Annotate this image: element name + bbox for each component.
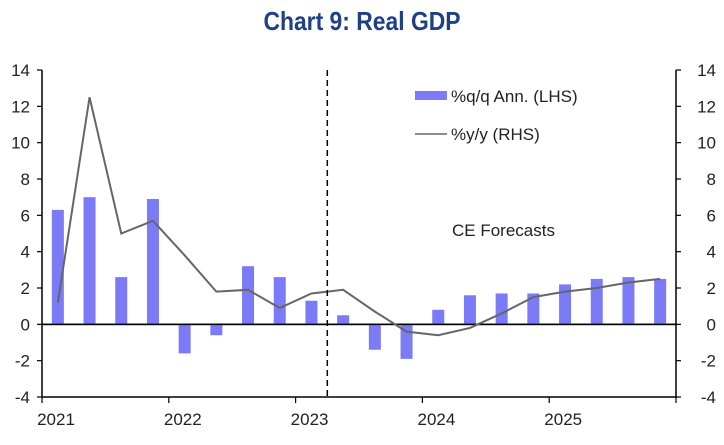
bar bbox=[527, 293, 540, 325]
bar bbox=[178, 324, 191, 354]
chart-title: Chart 9: Real GDP bbox=[263, 6, 461, 36]
bar bbox=[51, 209, 64, 325]
bar bbox=[432, 309, 445, 325]
annotations: CE Forecasts bbox=[326, 70, 555, 397]
y-left-tick-label: 10 bbox=[11, 134, 30, 153]
x-tick-label: 2021 bbox=[37, 410, 75, 429]
y-right-tick-label: 8 bbox=[707, 170, 716, 189]
y-left-tick-label: -4 bbox=[15, 388, 30, 407]
legend-label-yy: %y/y (RHS) bbox=[451, 125, 540, 144]
line-series bbox=[56, 97, 661, 337]
bar bbox=[590, 278, 603, 325]
bar bbox=[400, 324, 413, 359]
y-right-tick-label: 14 bbox=[697, 61, 716, 80]
bar bbox=[654, 278, 667, 325]
legend-bar-swatch bbox=[415, 91, 447, 100]
y-right-tick-label: 2 bbox=[707, 279, 716, 298]
bar bbox=[273, 277, 286, 325]
bar bbox=[559, 284, 572, 325]
bar bbox=[337, 315, 350, 325]
bar bbox=[242, 266, 255, 325]
x-tick-label: 2024 bbox=[417, 410, 455, 429]
x-tick-label: 2022 bbox=[164, 410, 202, 429]
bar bbox=[210, 324, 223, 336]
y-right-tick-label: 6 bbox=[707, 206, 716, 225]
y-left-tick-label: 12 bbox=[11, 97, 30, 116]
annotation-ce-forecasts: CE Forecasts bbox=[452, 221, 555, 240]
y-left-tick-label: 14 bbox=[11, 61, 30, 80]
bar-series bbox=[42, 197, 676, 359]
y-right-tick-label: -4 bbox=[701, 388, 716, 407]
y-left-tick-label: 6 bbox=[21, 206, 30, 225]
line-yoy bbox=[56, 97, 661, 337]
bar bbox=[463, 295, 476, 325]
bar bbox=[622, 277, 635, 325]
bar bbox=[146, 198, 159, 325]
y-right-tick-label: 0 bbox=[707, 315, 716, 334]
y-left-tick-label: 0 bbox=[21, 315, 30, 334]
y-right-tick-label: 12 bbox=[697, 97, 716, 116]
bar bbox=[305, 300, 318, 325]
x-tick-label: 2023 bbox=[291, 410, 329, 429]
y-right-tick-label: 4 bbox=[707, 243, 716, 262]
x-tick-label: 2025 bbox=[544, 410, 582, 429]
y-right-tick-label: 10 bbox=[697, 134, 716, 153]
legend: %q/q Ann. (LHS) %y/y (RHS) bbox=[415, 87, 578, 144]
bar bbox=[83, 197, 96, 325]
y-left-tick-label: -2 bbox=[15, 352, 30, 371]
axes: 14 12 10 8 6 4 2 0 -2 -4 14 12 10 8 6 4 2 0 -2 -4 2021 2022 20… bbox=[11, 61, 716, 429]
y-left-tick-label: 2 bbox=[21, 279, 30, 298]
y-left-tick-label: 4 bbox=[21, 243, 30, 262]
bar bbox=[495, 293, 508, 325]
bar bbox=[368, 324, 381, 350]
legend-label-qq: %q/q Ann. (LHS) bbox=[451, 87, 578, 106]
y-left-tick-label: 8 bbox=[21, 170, 30, 189]
y-right-tick-label: -2 bbox=[701, 352, 716, 371]
bar bbox=[115, 277, 128, 325]
